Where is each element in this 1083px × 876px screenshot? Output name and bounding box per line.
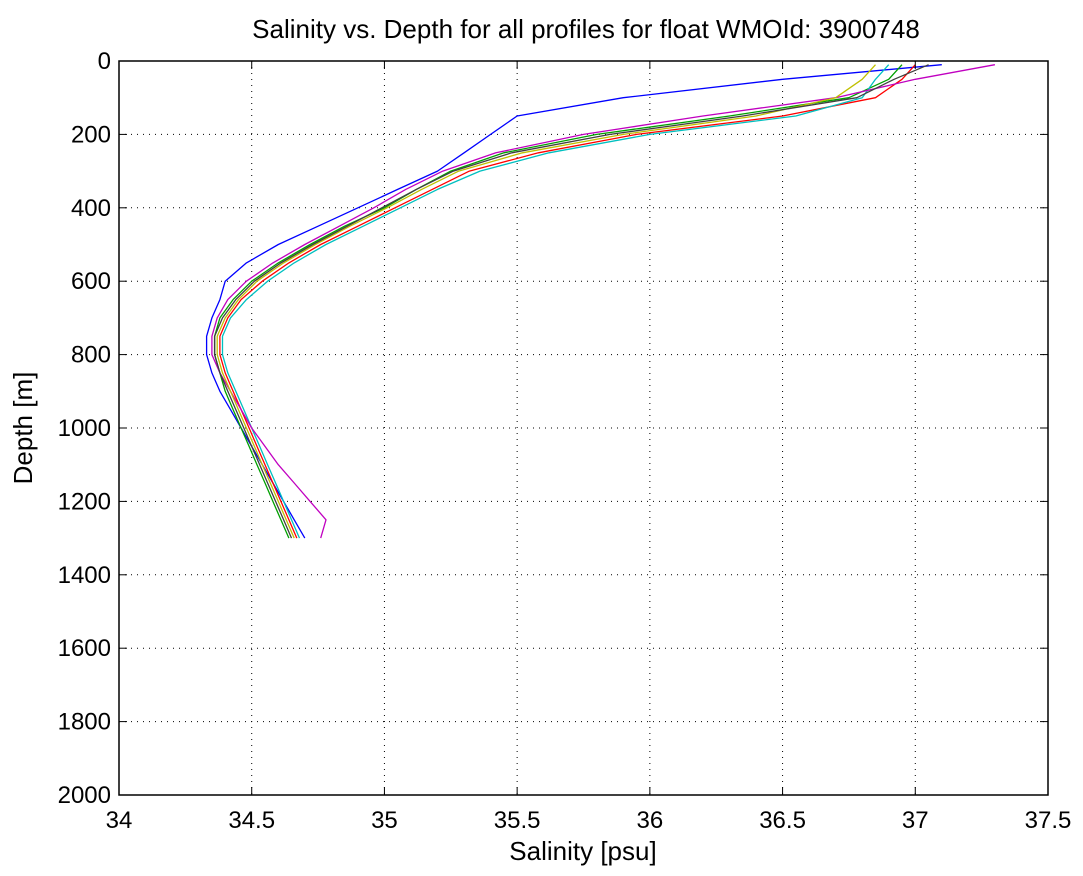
salinity-profile-line-1 [205,64,942,539]
salinity-profile-line-3 [219,64,916,539]
y-tick-label: 200 [71,121,111,148]
y-tick-label: 1800 [58,709,111,736]
y-tick-label: 600 [71,268,111,295]
x-tick-label: 34 [106,807,133,834]
y-axis-label: Depth [m] [8,372,38,485]
x-tick-label: 37.5 [1025,807,1072,834]
x-tick-label: 36 [637,807,664,834]
x-tick-label: 37 [902,807,929,834]
salinity-profile-line-5 [211,64,996,539]
y-tick-label: 400 [71,195,111,222]
x-tick-label: 36.5 [759,807,806,834]
salinity-profile-line-6 [216,64,876,539]
plot-area [119,61,1048,795]
y-tick-label: 1000 [58,415,111,442]
x-axis-label: Salinity [psu] [509,836,656,866]
x-tick-label: 35.5 [494,807,541,834]
y-tick-label: 800 [71,342,111,369]
y-tick-label: 2000 [58,782,111,809]
y-tick-label: 1200 [58,488,111,515]
chart-title: Salinity vs. Depth for all profiles for … [252,14,920,44]
salinity-profile-line-2 [213,64,903,539]
x-tick-label: 35 [371,807,398,834]
y-tick-label: 1400 [58,562,111,589]
y-tick-label: 1600 [58,635,111,662]
tick-layer: 34 34.5 35 35.5 36 36.5 37 37.5 0 200 400 600 800 100… [58,48,1072,834]
salinity-profile-line-4 [221,64,890,539]
y-tick-label: 0 [98,48,111,75]
salinity-profile-line-7 [213,64,929,539]
x-tick-label: 34.5 [228,807,275,834]
series-layer [205,64,996,539]
